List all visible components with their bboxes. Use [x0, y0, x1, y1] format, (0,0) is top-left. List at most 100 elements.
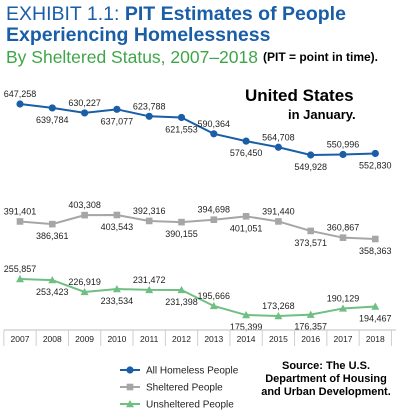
x-tick-label: 2016: [301, 334, 320, 344]
x-tick-label: 2017: [334, 334, 353, 344]
all-homeless-line: [19, 103, 376, 157]
sheltered-point: [372, 235, 379, 243]
all-homeless-data-label: 630,227: [68, 98, 101, 108]
legend-label: All Homeless People: [146, 366, 239, 377]
unsheltered-data-label: 226,919: [68, 277, 101, 287]
all-homeless-data-label: 623,788: [133, 101, 166, 111]
x-tick-label: 2009: [75, 334, 94, 344]
legend-item-all-homeless: All Homeless People: [120, 366, 239, 377]
legend-swatch-marker: [126, 366, 134, 374]
legend-label: Unsheltered People: [146, 400, 234, 411]
x-tick-label: 2015: [269, 334, 288, 344]
x-tick-label: 2012: [172, 334, 191, 344]
sheltered-data-label: 391,401: [4, 206, 37, 216]
all-homeless-point: [274, 143, 282, 151]
sheltered-point: [113, 211, 121, 219]
sheltered-data-label: 390,155: [165, 229, 198, 239]
sheltered-point: [307, 227, 314, 235]
all-homeless-data-label: 637,077: [101, 116, 134, 126]
all-homeless-data-label: 576,450: [230, 148, 263, 158]
unsheltered-data-label: 195,666: [198, 291, 231, 301]
all-homeless-point: [16, 100, 24, 108]
sheltered-data-label: 386,361: [36, 231, 69, 241]
chart-title-line1: EXHIBIT 1.1: PIT Estimates of People: [6, 3, 346, 26]
all-homeless-point: [177, 113, 186, 122]
legend-item-unsheltered: Unsheltered People: [120, 400, 234, 411]
unsheltered-data-label: 231,472: [133, 275, 166, 285]
unsheltered-point: [209, 301, 218, 310]
all-homeless-point: [307, 151, 315, 159]
all-homeless-point: [371, 149, 379, 158]
unsheltered-point: [306, 310, 315, 318]
x-tick-label: 2014: [237, 334, 256, 344]
legend-swatch-marker: [126, 383, 134, 391]
sheltered-data-label: 403,543: [101, 222, 134, 232]
sheltered-data-label: 358,363: [359, 246, 392, 256]
sheltered-data-label: 360,867: [327, 223, 360, 233]
x-tick-label: 2011: [140, 334, 159, 344]
unsheltered-point: [16, 275, 24, 283]
sheltered-point: [145, 217, 153, 225]
unsheltered-data-label: 231,398: [165, 297, 198, 307]
source-note: Source: The U.S. Department of Housing a…: [258, 360, 394, 399]
all-homeless-data-label: 647,258: [4, 89, 37, 99]
all-homeless-point: [145, 112, 153, 120]
unsheltered-data-label: 176,357: [294, 322, 327, 332]
all-homeless-data-label: 590,364: [198, 119, 231, 129]
unsheltered-line: [19, 278, 376, 318]
all-homeless-point: [210, 130, 218, 138]
unsheltered-data-label: 175,399: [230, 322, 263, 332]
unsheltered-data-label: 255,857: [4, 264, 37, 274]
x-tick-label: 2007: [11, 334, 30, 344]
unsheltered-data-label: 173,268: [262, 301, 295, 311]
sheltered-point: [210, 216, 218, 223]
source-line2: Department of Housing: [265, 373, 387, 385]
x-tick-label: 2013: [204, 334, 223, 344]
pit-note: (PIT = point in time).: [263, 50, 378, 64]
unsheltered-data-label: 194,467: [359, 314, 392, 324]
unsheltered-point: [80, 287, 89, 296]
unsheltered-point: [274, 312, 283, 320]
annotation-when: in January.: [288, 107, 356, 122]
all-homeless-point: [242, 137, 250, 145]
unsheltered-point: [371, 302, 380, 310]
all-homeless-data-label: 639,784: [36, 115, 69, 125]
x-tick-label: 2008: [43, 334, 62, 344]
sheltered-line: [19, 213, 376, 240]
unsheltered-point: [242, 311, 251, 319]
chart-subtitle: By Sheltered Status, 2007–2018: [6, 47, 258, 67]
exhibit-label: EXHIBIT 1.1:: [6, 3, 120, 25]
sheltered-point: [242, 213, 250, 220]
sheltered-data-label: 394,698: [198, 205, 231, 215]
sheltered-point: [49, 220, 56, 228]
sheltered-data-label: 401,051: [230, 223, 263, 233]
all-homeless-data-label: 621,553: [165, 124, 198, 134]
legend-label: Sheltered People: [146, 383, 223, 394]
unsheltered-data-label: 253,423: [36, 287, 69, 297]
legend: All Homeless People Sheltered People Unshe…: [120, 366, 239, 411]
source-line3: and Urban Development.: [261, 386, 391, 398]
all-homeless-data-label: 549,928: [294, 162, 327, 172]
all-homeless-point: [48, 104, 56, 112]
sheltered-data-label: 373,571: [294, 238, 327, 248]
all-homeless-data-label: 552,830: [359, 160, 392, 170]
legend-swatch-marker: [126, 400, 134, 408]
all-homeless-data-label: 564,708: [262, 132, 295, 142]
all-homeless-point: [81, 109, 89, 117]
sheltered-series: 391,401 386,361 403,308 403,543 392,316 390,1…: [4, 200, 392, 256]
unsheltered-point: [145, 285, 154, 294]
x-tick-label: 2018: [366, 334, 385, 344]
all-homeless-point: [339, 150, 347, 159]
sheltered-point: [178, 218, 185, 226]
unsheltered-data-label: 233,534: [101, 296, 134, 306]
sheltered-point: [81, 211, 88, 219]
unsheltered-point: [48, 276, 57, 284]
sheltered-data-label: 403,308: [68, 200, 101, 210]
sheltered-data-label: 392,316: [133, 206, 166, 216]
sheltered-point: [275, 218, 282, 225]
x-axis: 2007 2008 2009 2010 2011 2012 2013 2014 2015 2016…: [3, 329, 396, 346]
unsheltered-data-label: 190,129: [327, 293, 360, 303]
unsheltered-point: [112, 285, 121, 293]
